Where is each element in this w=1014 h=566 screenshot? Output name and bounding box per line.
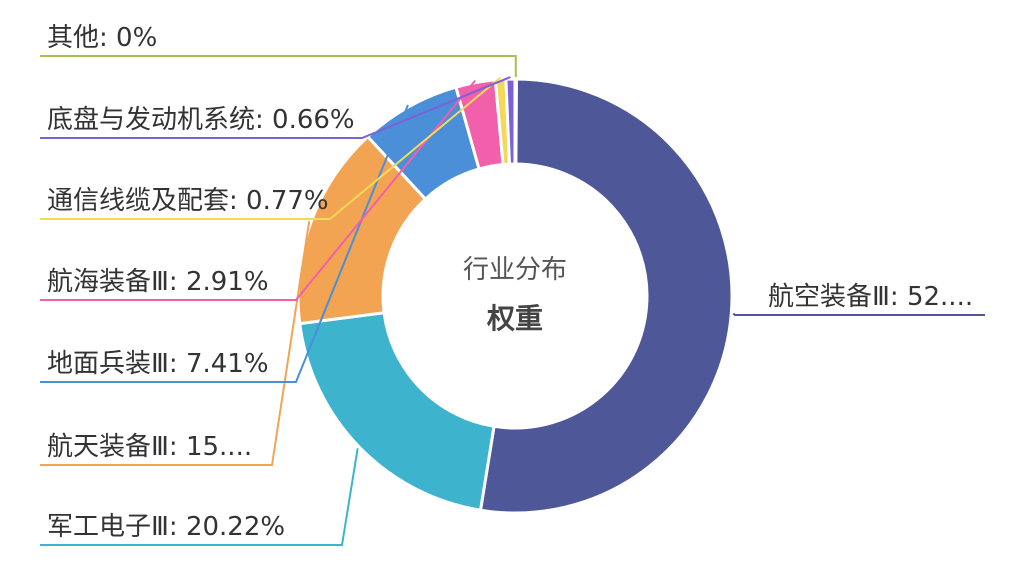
center-subtitle: 权重 [486, 302, 543, 335]
slice-0[interactable] [478, 77, 734, 515]
leader-line-3 [40, 104, 409, 383]
leader-line-4 [40, 80, 476, 301]
slice-label-0: 航空装备Ⅲ: 52.... [768, 282, 973, 312]
leader-line-5 [40, 76, 502, 220]
leader-line-2 [40, 221, 311, 466]
slice-label-2: 航天装备Ⅲ: 15.... [47, 432, 252, 462]
leader-line-6 [40, 76, 511, 139]
labels-group: 航空装备Ⅲ: 52.... 军工电子Ⅲ: 20.22% 航天装备Ⅲ: 15.... 地… [47, 23, 973, 542]
slice-1[interactable] [298, 311, 496, 512]
slice-label-5: 通信线缆及配套: 0.77% [47, 186, 329, 216]
leader-line-7 [40, 55, 517, 78]
leader-lines-group [40, 55, 985, 546]
slice-label-6: 底盘与发动机系统: 0.66% [47, 105, 355, 135]
leader-line-0 [732, 312, 985, 316]
slice-label-1: 军工电子Ⅲ: 20.22% [47, 512, 285, 542]
slice-label-4: 航海装备Ⅲ: 2.91% [47, 267, 269, 297]
slices-group [296, 77, 734, 515]
slice-label-7: 其他: 0% [47, 23, 157, 53]
slice-7[interactable] [513, 77, 519, 166]
center-title: 行业分布 [463, 255, 567, 285]
slice-label-3: 地面兵装Ⅲ: 7.41% [47, 349, 269, 379]
leader-line-1 [40, 448, 359, 546]
